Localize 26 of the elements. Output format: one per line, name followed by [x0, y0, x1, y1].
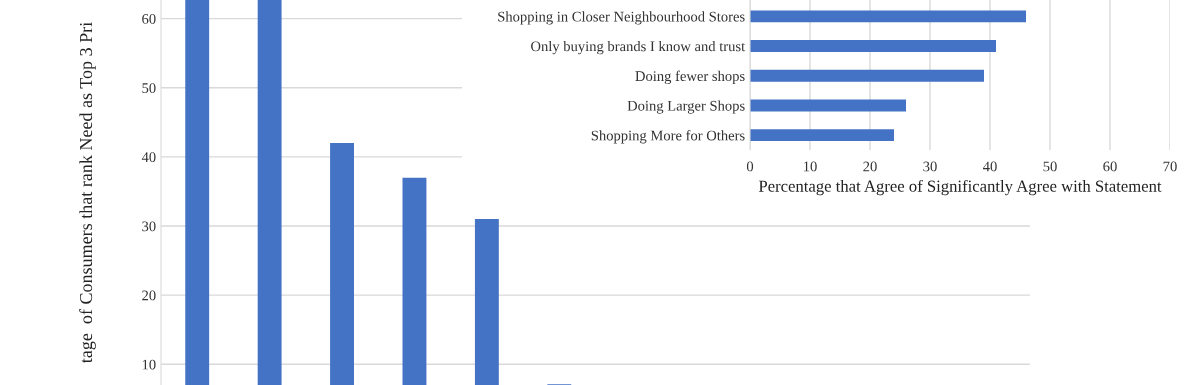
- bar: [750, 69, 984, 82]
- y-tick-label: 20: [142, 290, 156, 301]
- bar: [750, 129, 894, 142]
- y-tick-label: Doing fewer shops: [635, 70, 745, 85]
- y-tick-label: Shopping More for Others: [591, 130, 745, 144]
- y-tick-label: Only buying brands I know and trust: [531, 40, 746, 55]
- y-tick-label: 10: [142, 359, 156, 370]
- bar: [750, 99, 906, 112]
- x-tick-label: 0: [746, 161, 754, 172]
- bar: [750, 40, 996, 52]
- x-tick-label: 40: [982, 161, 997, 172]
- y-tick-label: 60: [142, 14, 156, 24]
- x-tick-label: 30: [923, 161, 937, 172]
- x-tick-label: 10: [803, 161, 817, 172]
- y-tick-label: Shopping in Closer Neighbourhood Stores: [498, 11, 745, 25]
- x-axis-title: Percentage that Agree of Significantly Agree with Statement: [758, 179, 1162, 196]
- y-tick-label: 30: [142, 221, 156, 232]
- y-tick-label: 40: [141, 152, 156, 163]
- y-tick-label: 50: [142, 83, 156, 93]
- bar: [750, 10, 1026, 23]
- x-tick-label: 70: [1163, 161, 1177, 172]
- y-tick-label: Doing Larger Shops: [627, 100, 745, 114]
- x-tick-label: 20: [863, 161, 877, 172]
- x-tick-label: 60: [1103, 161, 1117, 172]
- y-axis-title: tage of Consumers that rank Need as Top 3 Pri: [79, 22, 96, 364]
- x-tick-label: 50: [1043, 161, 1057, 172]
